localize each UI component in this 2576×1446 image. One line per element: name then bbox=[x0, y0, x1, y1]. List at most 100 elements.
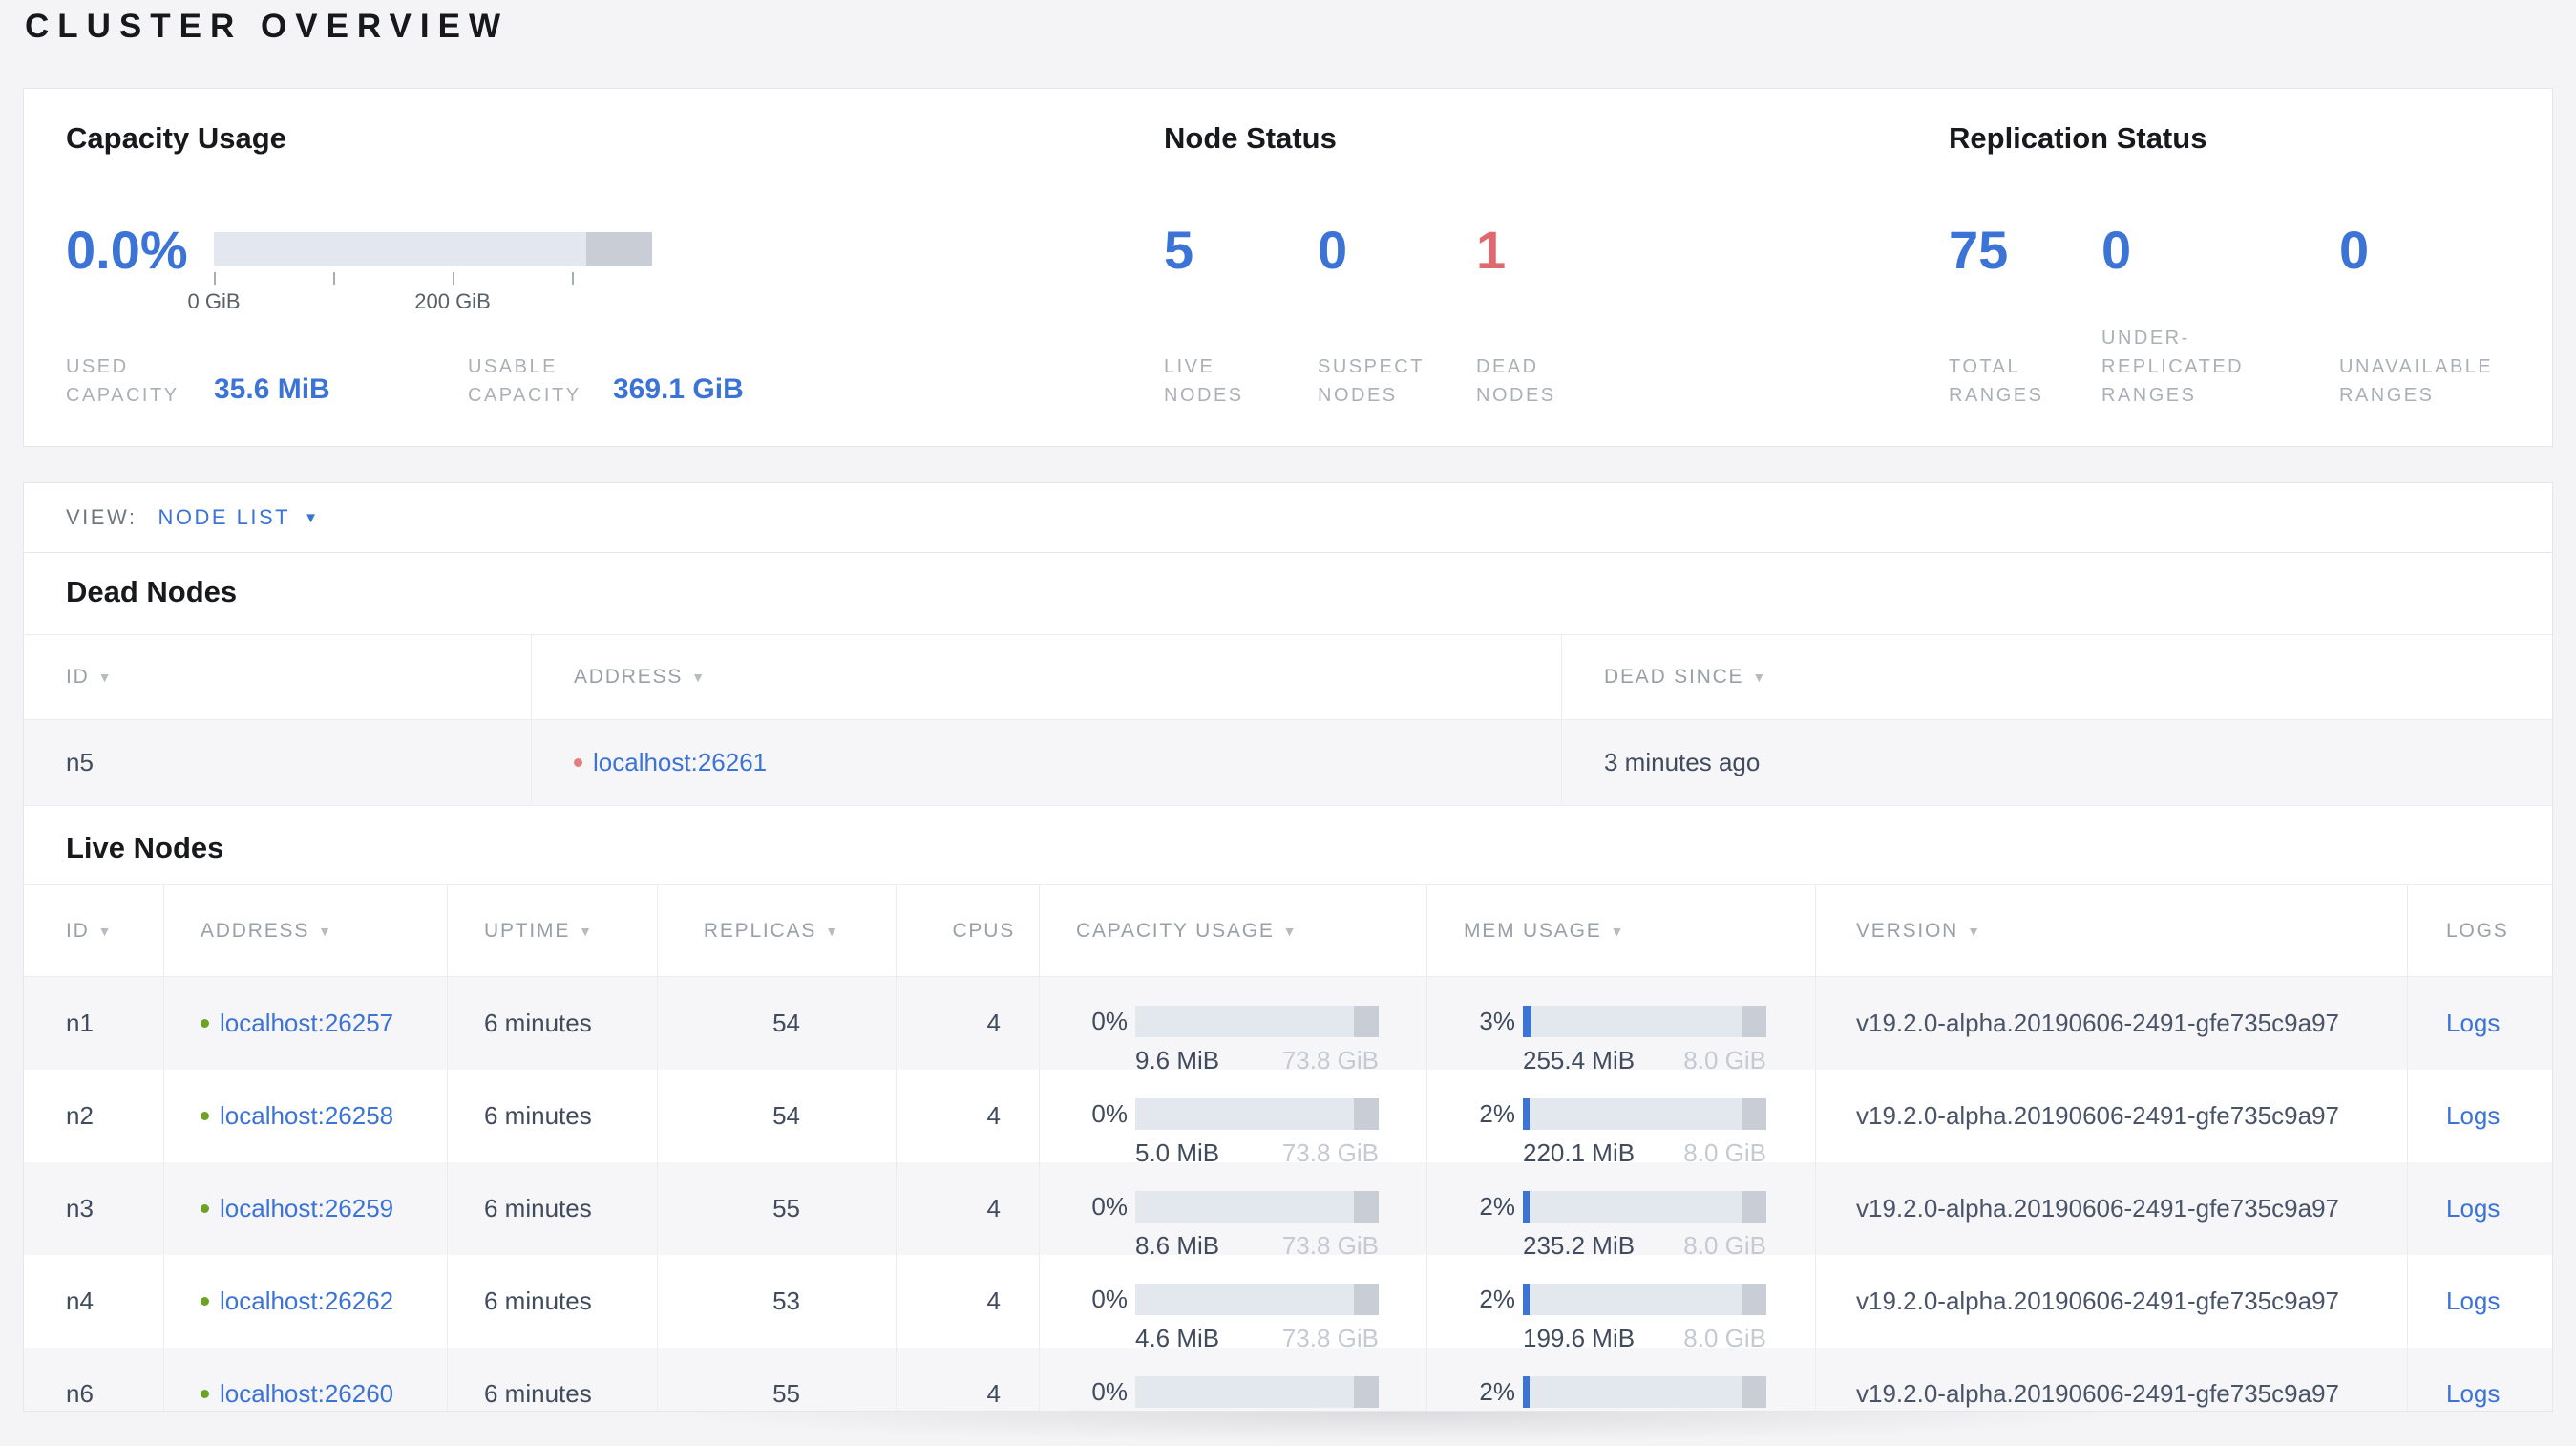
node-cpus-cell: 4 bbox=[896, 977, 1039, 1070]
logs-link[interactable]: Logs bbox=[2446, 1287, 2501, 1315]
live-nodes-count: 5 bbox=[1164, 220, 1194, 280]
node-version-cell: v19.2.0-alpha.20190606-2491-gfe735c9a97 bbox=[1815, 977, 2407, 1070]
node-address-cell: localhost:26257 bbox=[163, 977, 447, 1070]
memory-bar bbox=[1523, 1376, 1766, 1408]
logs-link[interactable]: Logs bbox=[2446, 1194, 2501, 1223]
node-capacity-usage-cell: 0% 5.0 MiB 73.8 GiB bbox=[1039, 1070, 1426, 1167]
memory-bar bbox=[1523, 1098, 1766, 1130]
node-address-cell: localhost:26260 bbox=[163, 1348, 447, 1411]
node-address-link[interactable]: localhost:26257 bbox=[220, 1009, 394, 1037]
sort-desc-icon: ▼ bbox=[318, 923, 331, 939]
node-logs-cell: Logs bbox=[2407, 1070, 2552, 1162]
sort-desc-icon: ▼ bbox=[1752, 670, 1766, 685]
live-header-memory[interactable]: MEM USAGE ▼ bbox=[1426, 885, 1815, 976]
usable-capacity-value: 369.1 GiB bbox=[613, 373, 744, 405]
node-id-cell: n3 bbox=[66, 1194, 94, 1223]
node-cpus-cell: 4 bbox=[896, 1070, 1039, 1162]
node-logs-cell: Logs bbox=[2407, 1162, 2552, 1255]
live-header-cpus: CPUS bbox=[896, 885, 1039, 976]
live-header-version[interactable]: VERSION ▼ bbox=[1815, 885, 2407, 976]
node-mem-usage-cell: 2% 225.5 MiB 8.0 GiB bbox=[1426, 1348, 1815, 1411]
live-status-dot-icon bbox=[201, 1297, 209, 1306]
node-status-title: Node Status bbox=[1164, 121, 1337, 155]
node-replicas-cell: 53 bbox=[657, 1255, 896, 1348]
dead-node-address-link[interactable]: localhost:26261 bbox=[593, 748, 768, 776]
cluster-summary-card: Capacity Usage 0.0% 0 GiB 200 GiB USED C… bbox=[23, 88, 2553, 447]
dead-nodes-label: DEAD NODES bbox=[1476, 356, 1556, 406]
node-logs-cell: Logs bbox=[2407, 1348, 2552, 1411]
node-replicas-cell: 55 bbox=[657, 1162, 896, 1255]
node-address-link[interactable]: localhost:26260 bbox=[220, 1379, 394, 1408]
dead-status-dot-icon bbox=[574, 758, 582, 767]
dead-header-id[interactable]: ID ▼ bbox=[66, 666, 112, 688]
page-title: CLUSTER OVERVIEW bbox=[25, 8, 510, 45]
live-nodes-table-header: ID ▼ ADDRESS ▼ UPTIME ▼ REPLICAS ▼ CPUS … bbox=[24, 884, 2552, 977]
logs-link[interactable]: Logs bbox=[2446, 1009, 2501, 1037]
sort-desc-icon: ▼ bbox=[1610, 923, 1624, 939]
live-node-row: n6 localhost:26260 6 minutes 55 4 0% 7.8… bbox=[24, 1348, 2552, 1411]
capacity-usage-title: Capacity Usage bbox=[66, 121, 286, 155]
axis-tick bbox=[333, 272, 335, 285]
used-capacity-value: 35.6 MiB bbox=[214, 373, 330, 405]
live-status-dot-icon bbox=[201, 1204, 209, 1213]
node-uptime-cell: 6 minutes bbox=[447, 1070, 657, 1162]
live-status-dot-icon bbox=[201, 1390, 209, 1398]
capacity-bar bbox=[1135, 1006, 1379, 1037]
memory-bar bbox=[1523, 1191, 1766, 1223]
dead-nodes-table: ID ▼ ADDRESS ▼ DEAD SINCE ▼ n5 localhost… bbox=[24, 634, 2552, 806]
capacity-bar bbox=[1135, 1284, 1379, 1315]
page-bottom-shadow bbox=[477, 1412, 2244, 1446]
live-header-logs: LOGS bbox=[2407, 885, 2552, 976]
live-header-uptime[interactable]: UPTIME ▼ bbox=[447, 885, 657, 976]
unavailable-ranges-count: 0 bbox=[2339, 220, 2370, 280]
suspect-nodes-count: 0 bbox=[1318, 220, 1348, 280]
view-dropdown[interactable]: NODE LIST ▼ bbox=[158, 505, 320, 530]
node-mem-usage-cell: 2% 220.1 MiB 8.0 GiB bbox=[1426, 1070, 1815, 1167]
node-cpus-cell: 4 bbox=[896, 1348, 1039, 1411]
memory-bar bbox=[1523, 1006, 1766, 1037]
sort-desc-icon: ▼ bbox=[1282, 923, 1297, 939]
live-header-capacity[interactable]: CAPACITY USAGE ▼ bbox=[1039, 885, 1426, 976]
node-logs-cell: Logs bbox=[2407, 1255, 2552, 1348]
node-address-link[interactable]: localhost:26259 bbox=[220, 1194, 394, 1223]
nodes-section-card: VIEW: NODE LIST ▼ Dead Nodes ID ▼ ADDRES… bbox=[23, 482, 2553, 1412]
dead-header-dead-since[interactable]: DEAD SINCE ▼ bbox=[1561, 635, 2552, 719]
logs-link[interactable]: Logs bbox=[2446, 1379, 2501, 1408]
node-address-link[interactable]: localhost:26258 bbox=[220, 1101, 394, 1130]
live-header-address[interactable]: ADDRESS ▼ bbox=[163, 885, 447, 976]
live-status-dot-icon bbox=[201, 1019, 209, 1028]
dead-nodes-table-header: ID ▼ ADDRESS ▼ DEAD SINCE ▼ bbox=[24, 634, 2552, 720]
axis-tick bbox=[214, 272, 216, 285]
node-replicas-cell: 55 bbox=[657, 1348, 896, 1411]
axis-tick bbox=[453, 272, 454, 285]
sort-desc-icon: ▼ bbox=[579, 923, 592, 939]
node-version-cell: v19.2.0-alpha.20190606-2491-gfe735c9a97 bbox=[1815, 1348, 2407, 1411]
node-capacity-usage-cell: 0% 9.6 MiB 73.8 GiB bbox=[1039, 977, 1426, 1074]
node-version-cell: v19.2.0-alpha.20190606-2491-gfe735c9a97 bbox=[1815, 1162, 2407, 1255]
live-header-id[interactable]: ID ▼ bbox=[66, 919, 112, 942]
view-dropdown-value: NODE LIST bbox=[158, 505, 291, 529]
live-header-replicas[interactable]: REPLICAS ▼ bbox=[657, 885, 896, 976]
total-ranges-label: TOTAL RANGES bbox=[1949, 356, 2044, 406]
dead-node-row: n5 localhost:26261 3 minutes ago bbox=[24, 720, 2552, 806]
view-label: VIEW: bbox=[66, 505, 137, 529]
capacity-bar bbox=[1135, 1191, 1379, 1223]
live-node-row: n3 localhost:26259 6 minutes 55 4 0% 8.6… bbox=[24, 1162, 2552, 1260]
sort-desc-icon: ▼ bbox=[97, 670, 112, 685]
node-uptime-cell: 6 minutes bbox=[447, 1348, 657, 1411]
node-mem-usage-cell: 2% 199.6 MiB 8.0 GiB bbox=[1426, 1255, 1815, 1352]
node-capacity-usage-cell: 0% 4.6 MiB 73.8 GiB bbox=[1039, 1255, 1426, 1352]
dead-node-id-cell: n5 bbox=[66, 748, 94, 776]
node-mem-usage-cell: 3% 255.4 MiB 8.0 GiB bbox=[1426, 977, 1815, 1074]
node-cpus-cell: 4 bbox=[896, 1255, 1039, 1348]
node-version-cell: v19.2.0-alpha.20190606-2491-gfe735c9a97 bbox=[1815, 1070, 2407, 1162]
dead-nodes-title: Dead Nodes bbox=[66, 575, 238, 608]
axis-tick bbox=[572, 272, 574, 285]
node-address-link[interactable]: localhost:26262 bbox=[220, 1287, 394, 1315]
dead-header-address[interactable]: ADDRESS ▼ bbox=[531, 635, 1561, 719]
node-uptime-cell: 6 minutes bbox=[447, 1255, 657, 1348]
capacity-reserved-segment bbox=[586, 232, 652, 266]
total-ranges-count: 75 bbox=[1949, 220, 2009, 280]
logs-link[interactable]: Logs bbox=[2446, 1101, 2501, 1130]
live-nodes-table: ID ▼ ADDRESS ▼ UPTIME ▼ REPLICAS ▼ CPUS … bbox=[24, 884, 2552, 1411]
